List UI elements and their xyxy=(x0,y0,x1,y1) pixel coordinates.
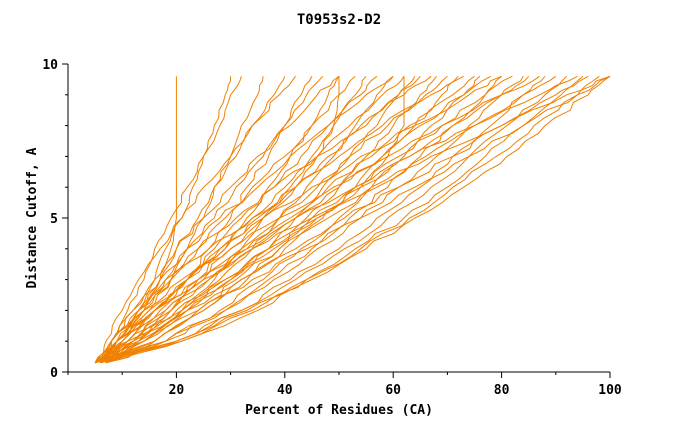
model-curve xyxy=(94,75,459,364)
x-tick-label: 20 xyxy=(169,383,185,398)
model-curve xyxy=(100,75,589,364)
model-curve xyxy=(100,75,502,364)
model-curve xyxy=(94,76,313,364)
model-curve xyxy=(100,75,530,364)
model-curve xyxy=(100,76,177,364)
y-axis-label: Distance Cutoff, A xyxy=(25,147,40,288)
model-curve xyxy=(100,75,611,364)
model-curve xyxy=(105,75,340,364)
model-curve xyxy=(100,76,242,363)
model-curve xyxy=(105,75,546,364)
plot-content: 20 40 60 80 100 0 5 10 xyxy=(42,58,622,398)
y-tick-label: 10 xyxy=(42,58,58,73)
x-tick-label: 40 xyxy=(277,383,293,398)
model-curve xyxy=(100,75,540,364)
x-tick-label: 100 xyxy=(598,383,622,398)
x-tick-label: 80 xyxy=(494,383,510,398)
model-curve xyxy=(100,75,475,364)
model-curve xyxy=(100,75,464,363)
model-curve xyxy=(100,75,611,364)
model-curve xyxy=(100,75,296,363)
model-curve xyxy=(100,75,502,364)
model-curve xyxy=(100,75,432,364)
x-axis-label: Percent of Residues (CA) xyxy=(245,403,433,418)
model-curve xyxy=(100,76,340,364)
model-curve xyxy=(94,75,557,364)
model-curve xyxy=(94,75,421,364)
chart-title: T0953s2-D2 xyxy=(297,12,381,28)
y-tick-label: 5 xyxy=(50,212,58,227)
model-curve xyxy=(100,75,394,363)
model-curve xyxy=(94,75,600,364)
y-tick-label: 0 xyxy=(50,366,58,381)
model-curve xyxy=(105,75,611,364)
x-tick-label: 60 xyxy=(385,383,401,398)
model-curve xyxy=(100,75,437,364)
model-curve xyxy=(105,75,584,364)
model-curve xyxy=(94,75,356,364)
